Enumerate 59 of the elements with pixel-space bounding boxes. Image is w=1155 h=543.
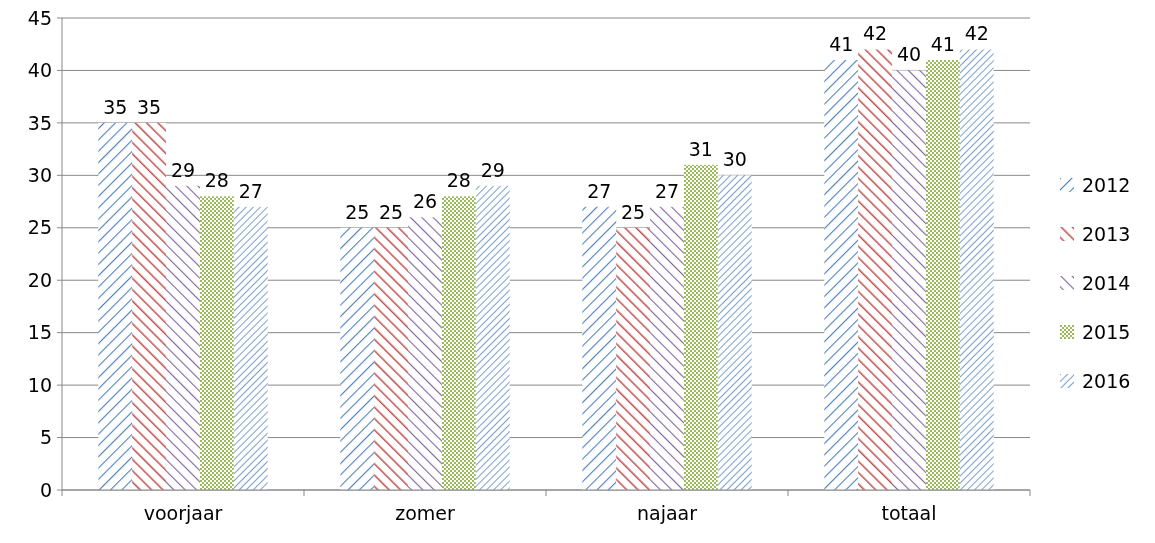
- bar: [892, 70, 926, 490]
- bar: [199, 196, 234, 490]
- bar: [582, 206, 617, 490]
- data-label: 27: [654, 179, 680, 202]
- data-label: 42: [863, 22, 888, 45]
- data-label: 31: [688, 137, 713, 160]
- bar: [475, 185, 510, 490]
- data-label: 41: [930, 32, 955, 55]
- y-tick-label: 35: [27, 111, 52, 134]
- legend-label: 2015: [1082, 320, 1131, 343]
- bar: [132, 122, 167, 490]
- data-label: 29: [170, 158, 196, 181]
- y-tick-label: 25: [27, 216, 52, 239]
- data-label: 26: [412, 190, 438, 213]
- data-label: 41: [829, 32, 854, 55]
- y-tick-label: 10: [27, 373, 52, 396]
- legend-label: 2012: [1082, 173, 1131, 196]
- data-label: 35: [137, 95, 162, 118]
- bar: [166, 185, 200, 490]
- y-tick-label: 45: [27, 6, 52, 29]
- data-label: 40: [896, 43, 922, 66]
- bar: [683, 164, 718, 490]
- data-label: 25: [379, 200, 404, 223]
- x-tick-label: voorjaar: [143, 502, 223, 524]
- y-tick-label: 5: [39, 426, 52, 449]
- bar: [233, 206, 268, 490]
- bar: [441, 196, 476, 490]
- y-tick-label: 30: [27, 163, 52, 186]
- legend-label: 2014: [1082, 271, 1131, 294]
- data-label: 35: [103, 95, 128, 118]
- bar: [616, 227, 651, 490]
- y-tick-label: 0: [39, 478, 52, 501]
- bar: [408, 217, 442, 490]
- bar: [340, 227, 375, 490]
- x-tick-label: najaar: [636, 502, 698, 524]
- y-tick-label: 15: [27, 321, 52, 344]
- bar: [98, 122, 133, 490]
- data-label: 25: [345, 200, 370, 223]
- data-label: 28: [204, 169, 229, 192]
- data-label: 29: [480, 158, 505, 181]
- x-tick-label: totaal: [881, 502, 937, 524]
- data-label: 42: [964, 22, 989, 45]
- data-label: 27: [587, 179, 612, 202]
- y-tick-label: 20: [27, 268, 52, 291]
- bar: [858, 49, 893, 490]
- legend-label: 2016: [1082, 369, 1131, 392]
- bar: [374, 227, 409, 490]
- data-label: 28: [446, 169, 471, 192]
- bar: [925, 59, 960, 490]
- bar: [650, 206, 684, 490]
- data-label: 25: [621, 200, 646, 223]
- bar: [824, 59, 859, 490]
- data-label: 27: [238, 179, 263, 202]
- y-tick-label: 40: [27, 59, 52, 82]
- bar: [717, 175, 752, 490]
- bar: [959, 49, 994, 490]
- data-label: 30: [722, 148, 747, 171]
- legend-label: 2013: [1082, 222, 1131, 245]
- x-tick-label: zomer: [395, 502, 455, 524]
